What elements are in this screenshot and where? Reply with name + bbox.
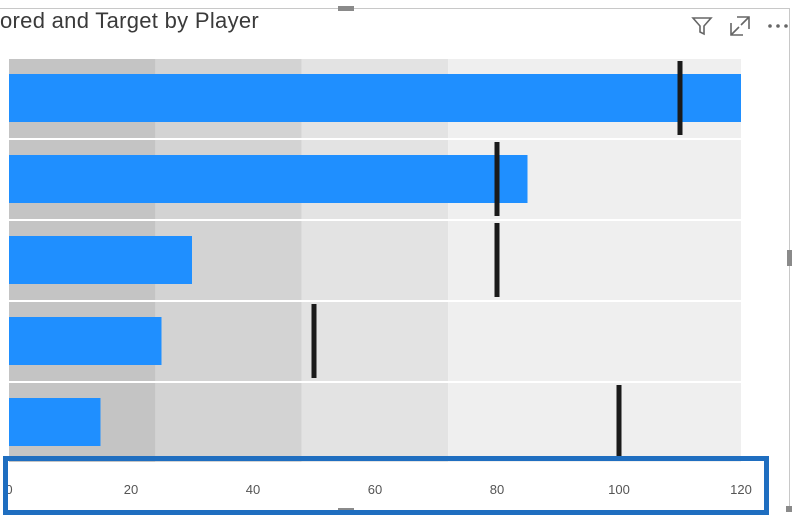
filter-icon[interactable] <box>690 14 714 38</box>
visual-header-icons <box>690 14 790 38</box>
target-marker[interactable] <box>494 223 500 297</box>
bar[interactable] <box>9 74 741 122</box>
bar[interactable] <box>9 155 528 203</box>
band-3 <box>448 221 741 300</box>
target-marker[interactable] <box>677 61 683 135</box>
target-marker[interactable] <box>311 304 317 378</box>
resize-handle-right[interactable] <box>787 250 792 266</box>
bar[interactable] <box>9 398 101 446</box>
focus-mode-icon[interactable] <box>728 14 752 38</box>
band-1 <box>155 383 302 462</box>
band-2 <box>301 221 449 300</box>
band-2 <box>301 302 449 381</box>
bar[interactable] <box>9 317 162 365</box>
resize-handle-top[interactable] <box>338 6 354 11</box>
band-3 <box>448 383 741 462</box>
x-tick-label: 60 <box>368 482 382 497</box>
resize-handle-corner[interactable] <box>786 506 792 512</box>
x-tick-label: 120 <box>730 482 752 497</box>
x-tick-label: 80 <box>490 482 504 497</box>
target-marker[interactable] <box>616 385 622 459</box>
chart-title: ored and Target by Player <box>0 8 260 33</box>
x-tick-label: 40 <box>246 482 260 497</box>
x-tick-label: 100 <box>608 482 630 497</box>
band-2 <box>301 383 449 462</box>
x-axis-highlight-box <box>3 456 769 515</box>
more-options-icon[interactable] <box>766 14 790 38</box>
x-tick-label: 20 <box>124 482 138 497</box>
band-3 <box>448 302 741 381</box>
x-tick-label: 0 <box>5 482 12 497</box>
target-marker[interactable] <box>494 142 500 216</box>
band-1 <box>155 302 302 381</box>
bar[interactable] <box>9 236 192 284</box>
